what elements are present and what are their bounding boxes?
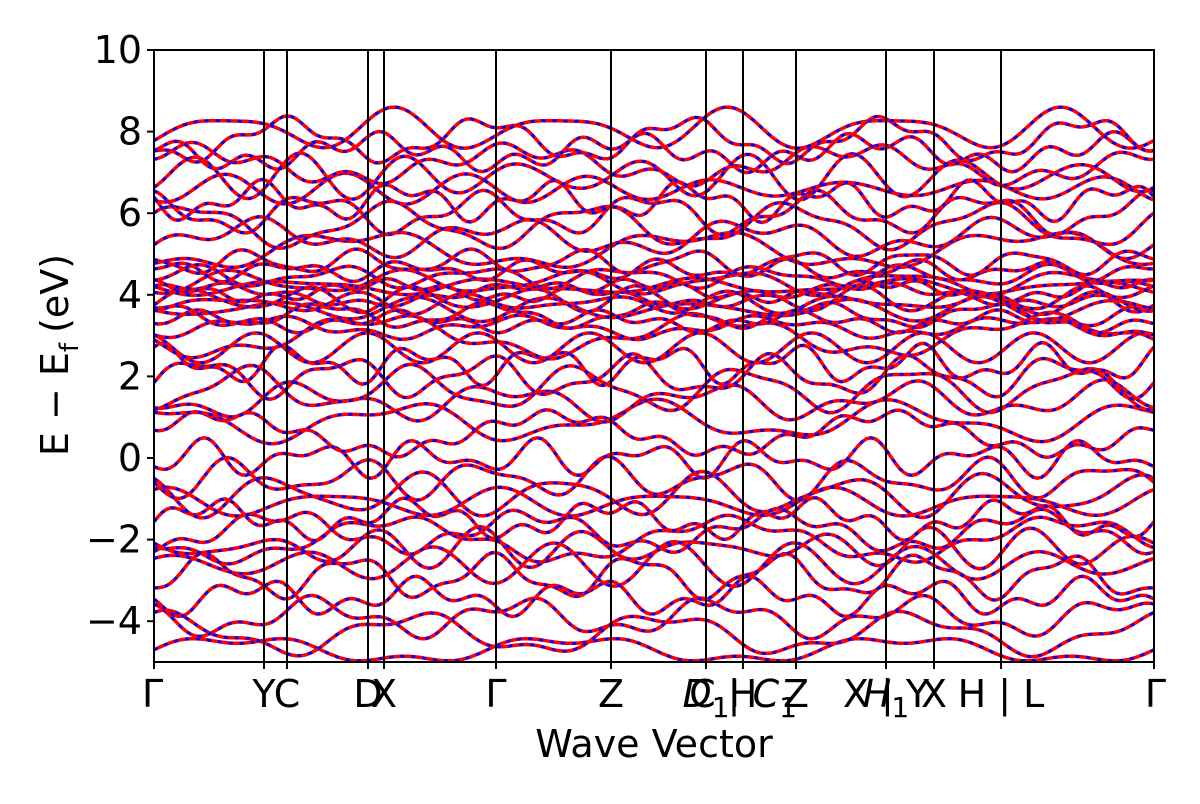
band-line-blue-2 [154, 593, 1154, 641]
band-line-blue-11 [154, 469, 1154, 520]
y-tick-label: 10 [94, 28, 142, 72]
band-line-blue-9 [154, 496, 1154, 542]
band-line-blue-36 [154, 215, 1154, 261]
band-line-blue-22 [154, 313, 1154, 342]
band-line-red-8 [154, 506, 1154, 556]
y-tick-label: 4 [118, 273, 142, 317]
y-tick-label: −4 [86, 599, 142, 643]
band-line-red-42 [154, 140, 1154, 188]
band-line-blue-33 [154, 257, 1154, 284]
band-line-red-20 [154, 331, 1154, 365]
band-line-red-13 [154, 436, 1154, 480]
band-line-blue-3 [154, 574, 1154, 619]
band-line-blue-45 [154, 105, 1154, 150]
band-line-red-37 [154, 199, 1154, 252]
x-tick-label: Γ [485, 672, 506, 716]
y-tick-label: 8 [118, 110, 142, 154]
y-tick-label: −2 [86, 518, 142, 562]
band-line-blue-1 [154, 608, 1154, 659]
x-tick-label: D1 [682, 672, 729, 724]
band-line-red-2 [154, 593, 1154, 641]
x-tick-label: Z [598, 672, 624, 716]
x-tick-label: H [729, 672, 758, 716]
band-line-blue-39 [154, 177, 1154, 225]
x-tick-label: X | Y [843, 672, 930, 717]
x-tick-label: C [274, 672, 301, 716]
x-tick-label: Y [251, 672, 276, 716]
band-line-red-6 [154, 524, 1154, 571]
x-tick-label: X [921, 672, 947, 716]
band-line-blue-18 [154, 352, 1154, 401]
high-symmetry-lines [263, 50, 1002, 662]
band-line-blue-23 [154, 308, 1154, 335]
y-axis-title-subscript: f [55, 342, 85, 352]
x-axis-title: Wave Vector [535, 722, 773, 766]
band-line-blue-14 [154, 408, 1154, 459]
x-tick-label: D [353, 672, 382, 716]
bands-layer [154, 105, 1154, 662]
y-tick-label: 0 [118, 436, 142, 480]
y-ticks: 10 8 6 4 2 0 −2 −4 [86, 28, 154, 643]
band-line-red-21 [154, 310, 1154, 361]
band-line-blue-17 [154, 362, 1154, 415]
band-line-blue-31 [154, 268, 1154, 297]
band-line-blue-19 [154, 341, 1154, 388]
x-tick-label: Γ [142, 672, 163, 716]
y-axis-title: E − Ef (eV) [33, 254, 85, 456]
band-line-red-44 [154, 114, 1154, 166]
band-line-red-41 [154, 151, 1154, 202]
x-tick-label: Γ [1145, 672, 1166, 716]
y-tick-label: 2 [118, 354, 142, 398]
band-line-red-0 [154, 636, 1154, 662]
band-line-blue-10 [154, 485, 1154, 518]
band-line-blue-41 [154, 151, 1154, 202]
band-line-red-4 [154, 550, 1154, 602]
x-tick-label: Z [783, 672, 809, 716]
band-line-blue-28 [154, 281, 1154, 309]
y-axis-title-unit: (eV) [33, 254, 77, 333]
x-tick-label: X [371, 672, 397, 716]
band-line-blue-32 [154, 262, 1154, 291]
band-line-blue-44 [154, 114, 1154, 166]
band-line-red-15 [154, 397, 1154, 446]
x-tick-label: H | L [958, 672, 1045, 717]
y-tick-label: 6 [118, 191, 142, 235]
x-tick-label: H1 [863, 672, 909, 724]
x-tick-label: C | C1 [689, 672, 797, 724]
band-line-blue-43 [154, 129, 1154, 175]
band-line-blue-4 [154, 550, 1154, 602]
y-axis-title-main: E − E [33, 352, 77, 456]
band-line-blue-34 [154, 247, 1154, 277]
band-line-blue-12 [154, 454, 1154, 502]
plot-frame [153, 49, 1155, 663]
band-line-blue-30 [154, 276, 1154, 297]
